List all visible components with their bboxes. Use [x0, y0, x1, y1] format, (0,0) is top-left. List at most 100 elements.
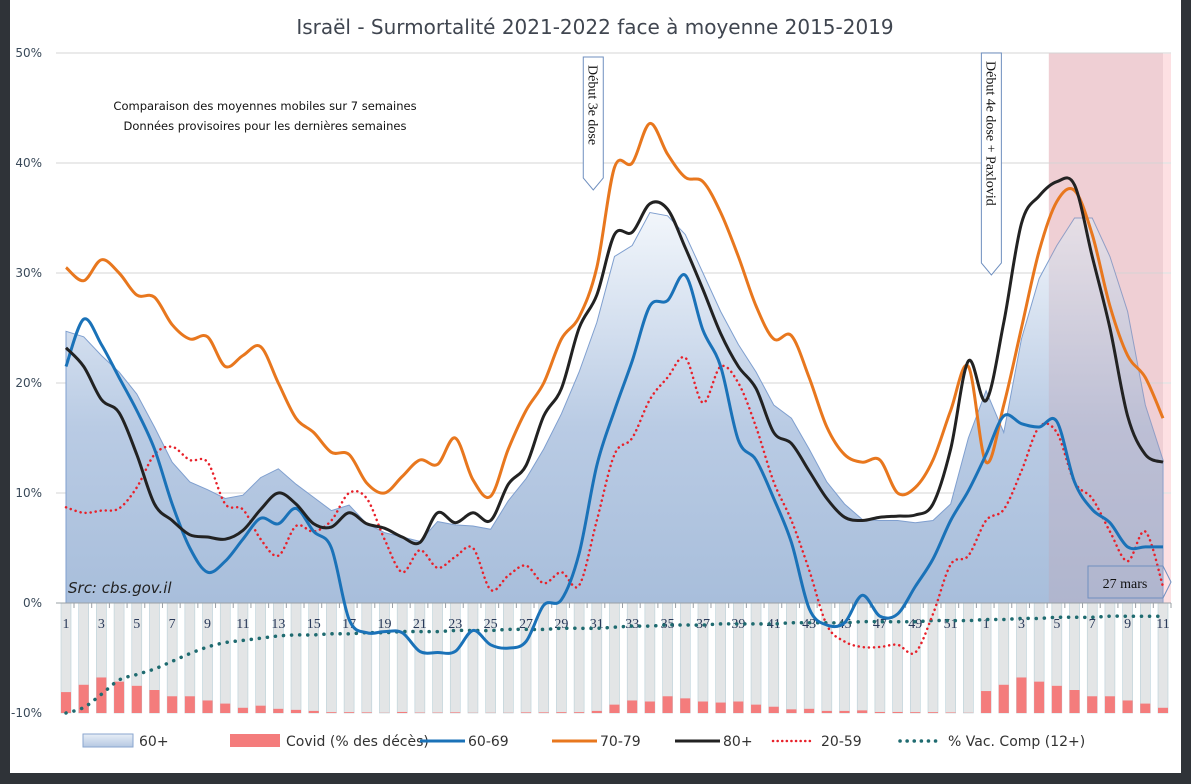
legend-item: 20-59	[771, 734, 862, 750]
covid-bar	[751, 704, 762, 713]
covid-bar	[1034, 681, 1045, 713]
covid-bar	[697, 701, 708, 713]
x-tick-label: 7	[169, 617, 176, 632]
bar-background	[786, 602, 797, 714]
covid-bar	[627, 700, 638, 713]
covid-bar	[131, 685, 142, 713]
legend: 60+ Covid (% des décès) 60-69 70-79 80+ 20-59…	[82, 733, 1085, 750]
annotations: Début 3e dose Début 4e dose + Paxlovid 27 …	[582, 52, 1172, 599]
shaded-overlay	[1048, 53, 1163, 603]
covid-bar	[237, 707, 248, 713]
bar-background	[892, 602, 903, 714]
legend-swatch	[82, 733, 134, 748]
bar-background	[290, 602, 302, 714]
covid-bar	[733, 701, 744, 713]
covid-bar	[361, 712, 372, 713]
covid-bar	[591, 710, 602, 713]
y-tick-label: 30%	[15, 266, 42, 280]
legend-item: 60-69	[420, 734, 509, 750]
covid-bar	[308, 710, 319, 713]
bar-background	[609, 602, 620, 714]
covid-bar	[1051, 685, 1062, 713]
note-line-1: Comparaison des moyennes mobiles sur 7 s…	[113, 99, 416, 113]
x-tick-label: 43	[802, 617, 816, 632]
x-tick-label: 25	[484, 617, 498, 632]
annotation-callout: Début 4e dose + Paxlovid	[980, 52, 1002, 276]
annotation-callout: Début 3e dose	[582, 56, 604, 191]
covid-bar	[910, 712, 921, 713]
covid-bar	[184, 696, 195, 713]
covid-bar	[1069, 690, 1080, 713]
annotation-box	[582, 56, 604, 191]
y-tick-label: -10%	[11, 706, 42, 720]
background-strip	[0, 773, 1191, 784]
covid-bar	[78, 684, 89, 713]
bar-background	[1140, 602, 1151, 714]
bar-background	[503, 602, 514, 714]
covid-bar	[521, 712, 532, 713]
covid-bar	[998, 684, 1009, 713]
series-line-70-79	[64, 121, 1165, 499]
legend-swatch	[230, 734, 280, 747]
x-tick-label: 13	[271, 617, 285, 632]
x-tick-label: 7	[1089, 617, 1096, 632]
bar-background	[396, 602, 408, 714]
covid-bar	[945, 712, 956, 713]
bar-background	[326, 602, 337, 714]
x-tick-label: 5	[1053, 617, 1060, 632]
bar-background	[432, 602, 443, 714]
series-lines	[64, 121, 1165, 715]
covid-bar	[538, 712, 549, 713]
covid-bar	[149, 690, 160, 713]
covid-bar	[927, 712, 938, 713]
annotation-text: Début 4e dose + Paxlovid	[982, 61, 997, 206]
x-tick-label: 49	[908, 617, 922, 632]
covid-bar	[220, 703, 231, 713]
note-line-2: Données provisoires pour les dernières s…	[124, 119, 407, 133]
chart-frame: Israël - Surmortalité 2021-2022 face à m…	[10, 0, 1181, 773]
bar-background	[715, 602, 726, 714]
x-tick-label: 9	[1124, 617, 1131, 632]
x-tick-label: 27	[519, 617, 533, 632]
legend-item: Covid (% des décès)	[230, 734, 429, 750]
covid-bars	[60, 602, 1169, 714]
covid-bar	[397, 711, 408, 713]
bar-background	[255, 602, 266, 714]
bar-background	[467, 602, 479, 714]
annotation-text: Début 3e dose	[584, 65, 599, 145]
covid-bar	[61, 692, 71, 713]
bar-background	[573, 602, 585, 714]
y-tick-label: 40%	[15, 156, 42, 170]
legend-item: % Vac. Comp (12+)	[898, 734, 1085, 750]
series-line-80-	[64, 176, 1164, 546]
chart-title: Israël - Surmortalité 2021-2022 face à m…	[296, 15, 893, 39]
legend-label: 60+	[139, 734, 169, 750]
covid-bar	[839, 710, 850, 713]
y-tick-label: 20%	[15, 376, 42, 390]
covid-bar	[450, 712, 461, 713]
legend-label: 20-59	[821, 734, 862, 750]
bar-background	[856, 602, 868, 714]
covid-bar	[981, 691, 992, 713]
covid-bar	[255, 705, 266, 713]
series-line--vac-comp-12-	[64, 614, 1165, 715]
legend-item: 80+	[675, 734, 753, 750]
covid-bar	[892, 711, 903, 713]
covid-bar	[167, 696, 178, 713]
bar-background	[927, 602, 939, 714]
covid-bar	[1140, 703, 1151, 713]
x-tick-label: 3	[1018, 617, 1025, 632]
y-tick-label: 50%	[15, 46, 42, 60]
x-tick-label: 21	[413, 617, 427, 632]
x-tick-label: 35	[661, 617, 675, 632]
covid-bar	[326, 712, 337, 713]
bar-background	[679, 602, 691, 714]
x-tick-label: 5	[133, 617, 140, 632]
x-tick-label: 11	[236, 617, 249, 632]
annotation-box	[980, 52, 1002, 276]
covid-bar	[574, 712, 585, 713]
covid-bar	[874, 711, 885, 713]
legend-item: 70-79	[552, 734, 641, 750]
x-tick-label: 3	[98, 617, 105, 632]
bar-background	[538, 602, 550, 714]
